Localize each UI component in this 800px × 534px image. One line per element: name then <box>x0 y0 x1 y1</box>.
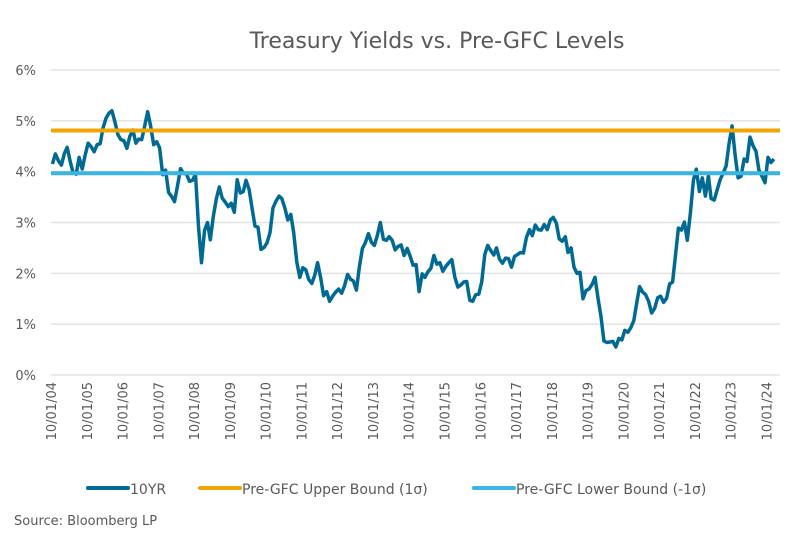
x-tick-label: 10/01/23 <box>725 382 740 440</box>
legend-label: Pre-GFC Upper Bound (1σ) <box>242 482 428 498</box>
series-10yr-line <box>50 108 776 349</box>
source-note: Source: Bloomberg LP <box>14 514 157 529</box>
x-tick-label: 10/01/04 <box>45 382 60 440</box>
x-tick-label: 10/01/13 <box>367 382 382 440</box>
y-tick-label: 3% <box>15 217 36 232</box>
chart-title: Treasury Yields vs. Pre-GFC Levels <box>249 29 625 54</box>
x-tick-label: 10/01/06 <box>117 382 132 440</box>
y-tick-label: 4% <box>15 166 36 181</box>
x-tick-label: 10/01/19 <box>582 382 597 440</box>
y-tick-label: 6% <box>15 64 36 79</box>
x-tick-label: 10/01/11 <box>295 382 310 440</box>
x-tick-label: 10/01/18 <box>546 382 561 440</box>
x-tick-label: 10/01/21 <box>653 382 668 440</box>
x-tick-label: 10/01/17 <box>510 382 525 440</box>
x-tick-label: 10/01/16 <box>474 382 489 440</box>
x-tick-label: 10/01/15 <box>438 382 453 440</box>
y-tick-label: 2% <box>15 267 36 282</box>
x-tick-label: 10/01/14 <box>403 382 418 440</box>
x-tick-label: 10/01/20 <box>617 382 632 440</box>
legend-label: Pre-GFC Lower Bound (-1σ) <box>516 482 706 498</box>
x-tick-label: 10/01/08 <box>188 382 203 440</box>
x-tick-label: 10/01/24 <box>761 382 776 440</box>
y-tick-label: 1% <box>15 318 36 333</box>
y-tick-label: 0% <box>15 369 36 384</box>
legend-label: 10YR <box>130 482 166 498</box>
x-tick-label: 10/01/07 <box>152 382 167 440</box>
x-tick-label: 10/01/22 <box>689 382 704 440</box>
x-tick-label: 10/01/10 <box>260 382 275 440</box>
x-tick-label: 10/01/12 <box>331 382 346 440</box>
x-tick-label: 10/01/05 <box>81 382 96 440</box>
x-tick-label: 10/01/09 <box>224 382 239 440</box>
y-tick-label: 5% <box>15 115 36 130</box>
